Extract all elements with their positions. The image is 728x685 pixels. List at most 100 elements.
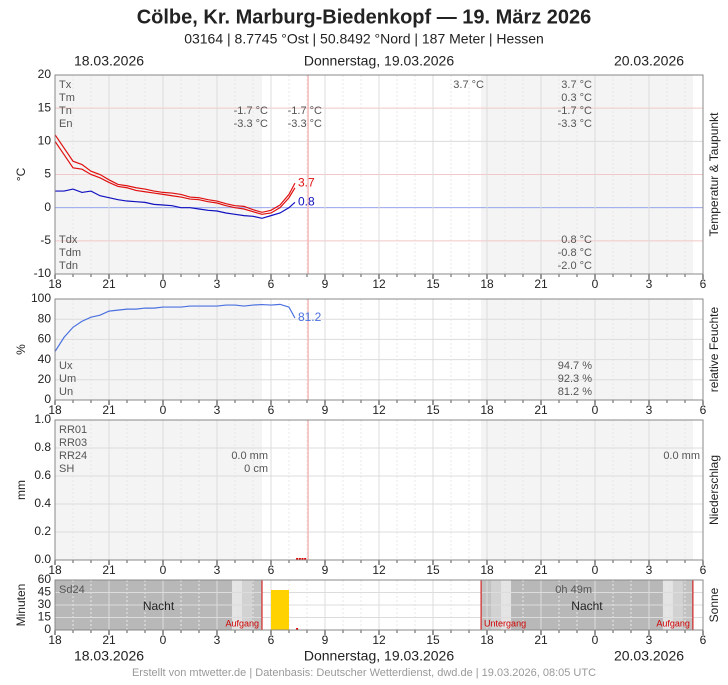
line — [54, 140, 296, 215]
end-label: 81.2 — [298, 310, 322, 324]
y-tick-label: 0.8 — [34, 440, 51, 454]
x-tick-label: 0 — [160, 277, 167, 291]
date-label: 18.03.2026 — [74, 648, 144, 664]
bar — [304, 558, 307, 560]
stat-value: 0 cm — [244, 463, 268, 475]
y-tick-label: 30 — [38, 597, 52, 611]
y-axis-label: mm — [14, 480, 28, 500]
x-tick-label: 9 — [322, 403, 329, 417]
x-tick-label: 18 — [48, 633, 62, 647]
x-tick-label: 12 — [372, 563, 386, 577]
x-tick-label: 0 — [160, 403, 167, 417]
right-label: relative Feuchte — [707, 306, 721, 392]
date-label: 18.03.2026 — [74, 53, 144, 69]
x-tick-label: 18 — [480, 633, 494, 647]
x-tick-label: 6 — [268, 277, 275, 291]
stat-label: Tx — [59, 79, 72, 91]
stat-value: -3.3 °C — [234, 118, 268, 130]
x-tick-label: 3 — [646, 563, 653, 577]
night-label: Nacht — [143, 599, 175, 613]
date-label: 20.03.2026 — [614, 648, 684, 664]
x-tick-label: 15 — [426, 563, 440, 577]
y-tick-label: 0.2 — [34, 524, 51, 538]
y-axis-label: °C — [14, 167, 28, 181]
x-tick-label: 18 — [480, 277, 494, 291]
stat-value: 92.3 % — [558, 373, 592, 385]
x-tick-label: 21 — [102, 633, 116, 647]
x-tick-label: 0 — [592, 403, 599, 417]
y-tick-label: 0.0 — [34, 552, 51, 566]
x-tick-label: 12 — [372, 633, 386, 647]
night-label: Nacht — [571, 599, 603, 613]
y-tick-label: 0.4 — [34, 496, 51, 510]
night — [481, 420, 693, 560]
stat-value: 3.7 °C — [453, 79, 484, 91]
date-label: Donnerstag, 19.03.2026 — [304, 648, 454, 664]
x-tick-label: 3 — [646, 403, 653, 417]
stat-value: -1.7 °C — [288, 105, 322, 117]
x-tick-label: 9 — [322, 563, 329, 577]
stat-value: 0h 49m — [555, 584, 592, 596]
night — [55, 299, 262, 400]
x-tick-label: 15 — [426, 633, 440, 647]
stat-value: 0.0 mm — [663, 450, 700, 462]
stat-value: -2.0 °C — [558, 260, 592, 272]
x-tick-label: 12 — [372, 403, 386, 417]
stat-label: RR24 — [59, 450, 87, 462]
stat-label: Tdx — [59, 234, 78, 246]
stat-label: Tdm — [59, 247, 81, 259]
y-tick-label: 60 — [38, 332, 52, 346]
x-tick-label: 21 — [534, 633, 548, 647]
stat-value: -0.8 °C — [558, 247, 592, 259]
sun-event-label: Untergang — [484, 618, 526, 628]
y-tick-label: 45 — [38, 585, 52, 599]
stat-value: 94.7 % — [558, 360, 592, 372]
x-tick-label: 18 — [480, 403, 494, 417]
bar — [271, 590, 289, 630]
plot-frame — [54, 74, 704, 275]
y-tick-label: -5 — [40, 233, 51, 247]
x-tick-label: 3 — [214, 563, 221, 577]
x-tick-label: 21 — [534, 403, 548, 417]
stat-value: 0.0 mm — [231, 450, 268, 462]
x-tick-label: 12 — [372, 277, 386, 291]
y-tick-label: 60 — [38, 572, 52, 586]
x-tick-label: 15 — [426, 277, 440, 291]
stat-label: Tm — [59, 92, 75, 104]
y-tick-label: 10 — [38, 134, 52, 148]
x-tick-label: 21 — [102, 277, 116, 291]
x-tick-label: 15 — [426, 403, 440, 417]
x-tick-label: 6 — [268, 403, 275, 417]
bar — [296, 628, 299, 630]
y-tick-label: 15 — [38, 100, 52, 114]
x-tick-label: 21 — [534, 277, 548, 291]
credit: Erstellt von mtwetter.de | Datenbasis: D… — [132, 667, 596, 679]
stat-value: -3.3 °C — [288, 118, 322, 130]
stat-label: RR03 — [59, 437, 87, 449]
y-tick-label: 20 — [38, 67, 52, 81]
x-tick-label: 0 — [592, 633, 599, 647]
y-tick-label: 0 — [44, 622, 51, 636]
y-tick-label: 0 — [44, 392, 51, 406]
stat-label: SH — [59, 463, 74, 475]
stat-label: Ux — [59, 360, 73, 372]
x-tick-label: 3 — [214, 403, 221, 417]
stat-label: Un — [59, 386, 73, 398]
y-tick-label: 15 — [38, 610, 52, 624]
y-tick-label: 80 — [38, 311, 52, 325]
y-tick-label: 0.6 — [34, 468, 51, 482]
date-label: 20.03.2026 — [614, 53, 684, 69]
line — [55, 188, 296, 219]
night — [55, 420, 262, 560]
stat-label: Tdn — [59, 260, 78, 272]
y-tick-label: 5 — [44, 167, 51, 181]
x-tick-label: 6 — [268, 563, 275, 577]
stat-value: -1.7 °C — [234, 105, 268, 117]
bar — [298, 558, 301, 560]
stat-label: En — [59, 118, 72, 130]
plot-frame — [54, 419, 704, 561]
y-axis-label: Minuten — [14, 584, 28, 627]
plot-frame — [54, 298, 704, 401]
x-tick-label: 0 — [592, 277, 599, 291]
x-tick-label: 3 — [646, 277, 653, 291]
